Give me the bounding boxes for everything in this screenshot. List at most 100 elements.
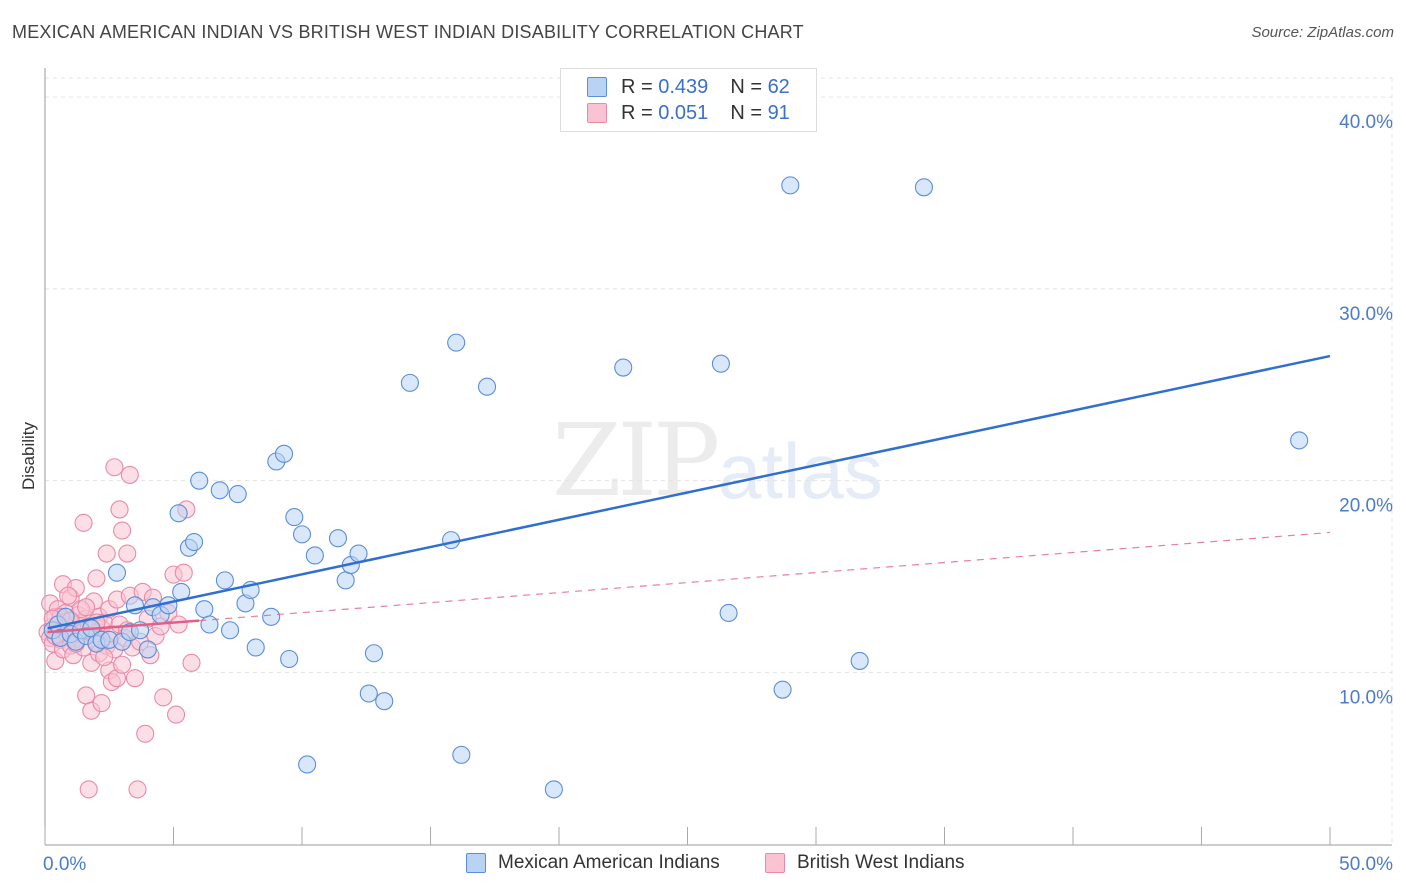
x-tick-label: 50.0% xyxy=(1339,854,1393,875)
bottom-legend-british: British West Indians xyxy=(765,852,965,874)
y-tick-label: 10.0% xyxy=(1339,687,1393,708)
mexican-american-point xyxy=(614,358,633,377)
mexican-american-point xyxy=(349,544,368,563)
chart-title: MEXICAN AMERICAN INDIAN VS BRITISH WEST … xyxy=(12,22,804,42)
british-west-indian-point xyxy=(77,598,96,617)
legend-swatch-blue xyxy=(587,77,607,97)
mexican-american-point xyxy=(228,485,247,504)
british-trend-extension xyxy=(199,531,1331,622)
mexican-american-point xyxy=(364,644,384,663)
mexican-american-point xyxy=(719,603,738,623)
mexican-american-point xyxy=(773,680,792,699)
british-west-indian-point xyxy=(113,521,132,540)
grid-layer xyxy=(45,77,1393,845)
mexican-american-point xyxy=(107,563,127,582)
chart-source: Source: ZipAtlas.com xyxy=(1251,24,1394,41)
axis-layer xyxy=(44,68,1392,846)
mexican-american-point xyxy=(246,638,265,657)
mexican-american-point xyxy=(328,529,348,548)
points-layer xyxy=(38,176,1309,799)
trend-layer xyxy=(47,354,1331,634)
legend-n-value: 62 xyxy=(767,75,790,98)
mexican-american-point xyxy=(305,546,324,565)
mexican-american-point xyxy=(336,571,355,590)
british-west-indian-point xyxy=(128,780,147,799)
mexican-american-point xyxy=(215,571,234,590)
mexican-american-point xyxy=(169,504,188,523)
british-west-indian-point xyxy=(95,648,114,667)
mexican-american-point xyxy=(447,333,466,352)
mexican-american-point xyxy=(185,532,204,552)
mexican-american-point xyxy=(274,444,294,463)
mexican-american-point xyxy=(138,640,157,659)
bottom-legend-label: Mexican American Indians xyxy=(498,852,720,873)
label-layer: 10.0% 20.0% 30.0% 40.0% 0.0% 50.0% Disability xyxy=(19,112,1393,875)
british-west-indian-point xyxy=(120,465,139,484)
british-west-indian-point xyxy=(125,669,144,688)
bottom-legend-mexican: Mexican American Indians xyxy=(466,852,720,874)
mexican-american-point xyxy=(359,684,378,703)
mexican-american-point xyxy=(850,651,869,670)
british-trend-line xyxy=(47,619,200,634)
mexican-american-point xyxy=(262,607,281,626)
british-west-indian-point xyxy=(79,780,98,799)
y-axis-label: Disability xyxy=(19,421,38,490)
legend-swatch-pink xyxy=(587,103,607,123)
mexican-trend-line xyxy=(47,354,1331,630)
british-west-indian-point xyxy=(182,653,201,672)
mexican-american-point xyxy=(159,596,178,615)
mexican-american-point xyxy=(280,649,299,669)
mexican-american-point xyxy=(210,481,229,500)
mexican-american-point xyxy=(375,692,394,711)
british-west-indian-point xyxy=(154,688,173,707)
british-west-indian-point xyxy=(113,655,132,674)
watermark-zip: ZIP xyxy=(552,402,720,519)
mexican-american-point xyxy=(711,354,730,373)
mexican-american-point xyxy=(200,615,219,634)
bottom-legend-swatch-pink xyxy=(765,853,785,873)
british-west-indian-point xyxy=(92,694,111,713)
british-west-indian-point xyxy=(110,500,129,519)
watermark-atlas: atlas xyxy=(718,427,883,515)
mexican-american-point xyxy=(292,525,312,544)
british-west-indian-point xyxy=(59,586,78,605)
british-west-indian-point xyxy=(87,569,106,588)
mexican-american-point xyxy=(781,176,800,195)
mexican-american-point xyxy=(544,780,563,799)
legend-r-label: R = xyxy=(621,101,659,124)
british-west-indian-point xyxy=(74,513,93,532)
y-tick-label: 20.0% xyxy=(1339,496,1393,517)
mexican-american-point xyxy=(195,600,214,619)
british-west-indian-point xyxy=(118,544,137,563)
x-tick-label: 0.0% xyxy=(43,854,86,875)
legend-r-value: 0.051 xyxy=(658,101,709,124)
british-west-indian-point xyxy=(136,724,155,743)
legend-n-value: 91 xyxy=(767,101,790,124)
mexican-american-point xyxy=(914,178,933,197)
mexican-american-point xyxy=(285,508,304,527)
legend-r-label: R = xyxy=(621,75,659,98)
mexican-american-point xyxy=(400,373,419,392)
legend-n-label: N = xyxy=(730,75,768,98)
mexican-american-point xyxy=(220,621,240,640)
british-west-indian-point xyxy=(77,686,96,705)
british-west-indian-point xyxy=(174,563,193,582)
bottom-legend-label: British West Indians xyxy=(797,852,965,873)
british-west-indian-point xyxy=(97,544,116,563)
correlation-legend: R = 0.439 N = 62 R = 0.051 N = 91 xyxy=(560,68,817,132)
y-tick-label: 40.0% xyxy=(1339,112,1393,133)
y-tick-label: 30.0% xyxy=(1339,304,1393,325)
mexican-american-point xyxy=(298,755,317,774)
british-west-indian-point xyxy=(167,705,186,724)
legend-row-british: R = 0.051 N = 91 xyxy=(561,100,790,126)
british-west-indian-point xyxy=(169,615,188,634)
legend-n-label: N = xyxy=(730,101,768,124)
legend-r-value: 0.439 xyxy=(658,75,709,98)
mexican-american-point xyxy=(1290,431,1309,450)
mexican-american-point xyxy=(477,377,497,396)
legend-row-mexican: R = 0.439 N = 62 xyxy=(561,74,790,100)
mexican-american-point xyxy=(452,745,471,764)
bottom-legend-swatch-blue xyxy=(466,853,486,873)
british-west-indian-point xyxy=(105,458,124,477)
